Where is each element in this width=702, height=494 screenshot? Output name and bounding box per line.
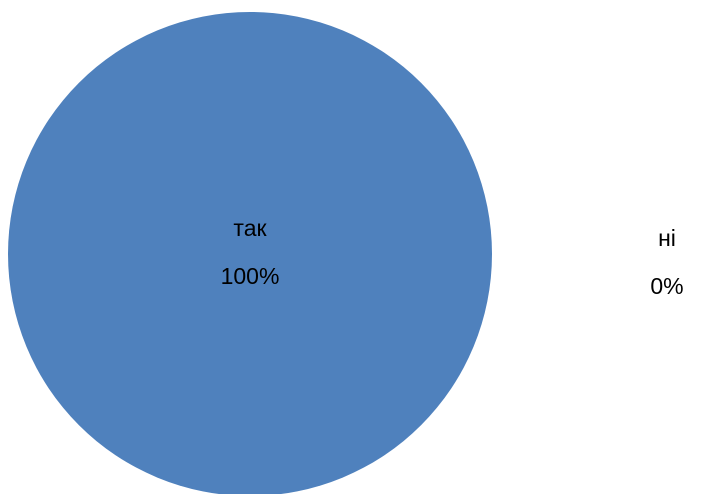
slice-value-label: 0% bbox=[650, 273, 683, 299]
slice-value-label: 100% bbox=[221, 263, 280, 289]
slice-category-label: ні bbox=[658, 225, 676, 251]
slice-category-label: так bbox=[233, 215, 267, 241]
pie-slice bbox=[8, 12, 492, 494]
